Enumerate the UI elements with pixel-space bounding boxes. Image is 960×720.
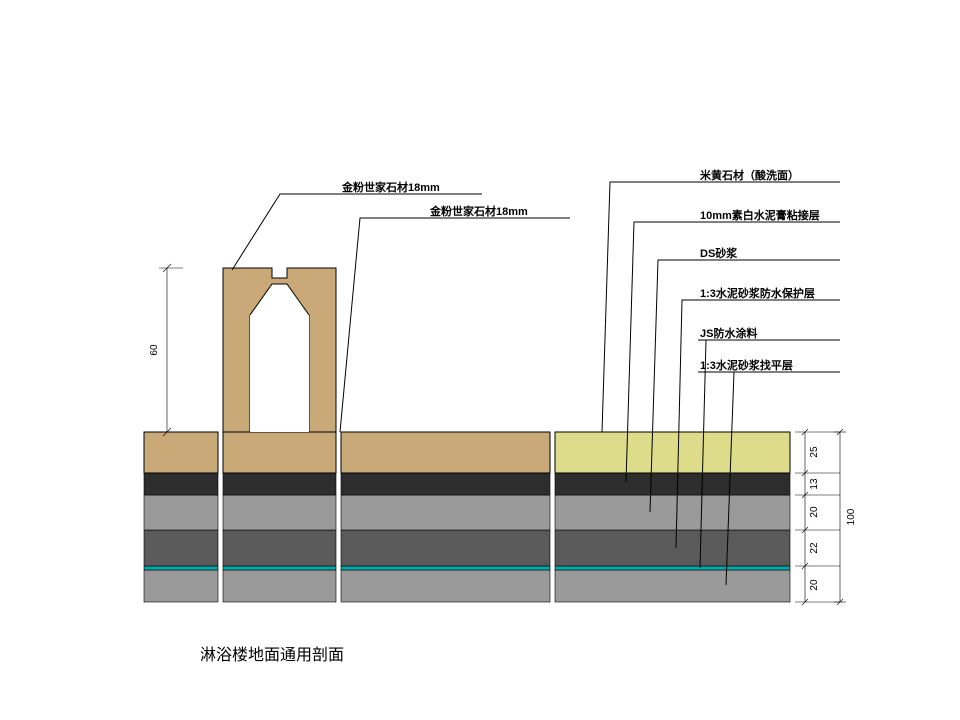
callouts_right-label-0: 米黄石材（酸洗面） (699, 168, 799, 182)
layer-leveling (341, 570, 550, 602)
callouts_right-label-2: DS砂浆 (700, 246, 738, 260)
layer-ds_mortar (555, 495, 790, 530)
layer-protect (555, 530, 790, 566)
stone-slab-2 (555, 432, 790, 473)
layer-ds_mortar (223, 495, 336, 530)
dim-right-seg-0: 25 (809, 446, 820, 458)
layer-teal_line (555, 566, 790, 570)
callouts_right-leader-0 (602, 182, 698, 432)
layer-protect (223, 530, 336, 566)
callouts_right-label-3: 1:3水泥砂浆防水保护层 (700, 286, 815, 300)
callouts_right-label-1: 10mm素白水泥膏粘接层 (700, 208, 820, 222)
callouts_left-label-0: 金粉世家石材18mm (341, 180, 440, 194)
dim-left-label: 60 (149, 344, 160, 356)
stone-slab-1 (341, 432, 550, 473)
dim-right-seg-3: 22 (809, 542, 820, 554)
layer-leveling (144, 570, 218, 602)
layer-protect (144, 530, 218, 566)
threshold-void (250, 315, 309, 432)
callouts_left-leader-0 (232, 194, 342, 270)
callouts_right-label-4: JS防水涂料 (700, 326, 757, 340)
stone-slab-0 (144, 432, 218, 473)
layer-bond_layer (223, 473, 336, 495)
threshold-base (223, 432, 336, 473)
dim-right-seg-4: 20 (809, 579, 820, 591)
layer-bond_layer (144, 473, 218, 495)
callouts_right-label-5: 1:3水泥砂浆找平层 (700, 358, 793, 372)
layer-leveling (555, 570, 790, 602)
dim-right-overall: 100 (846, 508, 857, 525)
layer-teal_line (223, 566, 336, 570)
callouts_left-leader-1 (340, 218, 430, 432)
layer-bond_layer (341, 473, 550, 495)
section-diagram: 60 25 13 20 22 20 100 金粉世家石材18mm 金粉世家石材18mm 米黄石材（… (0, 0, 960, 720)
layer-ds_mortar (341, 495, 550, 530)
callouts_left-label-1: 金粉世家石材18mm (429, 204, 528, 218)
dim-right-seg-2: 20 (809, 506, 820, 518)
layer-ds_mortar (144, 495, 218, 530)
layer-protect (341, 530, 550, 566)
layer-leveling (223, 570, 336, 602)
layer-teal_line (144, 566, 218, 570)
dim-right-seg-1: 13 (809, 478, 820, 490)
layer-bond_layer (555, 473, 790, 495)
layer-teal_line (341, 566, 550, 570)
caption: 淋浴楼地面通用剖面 (200, 646, 344, 664)
